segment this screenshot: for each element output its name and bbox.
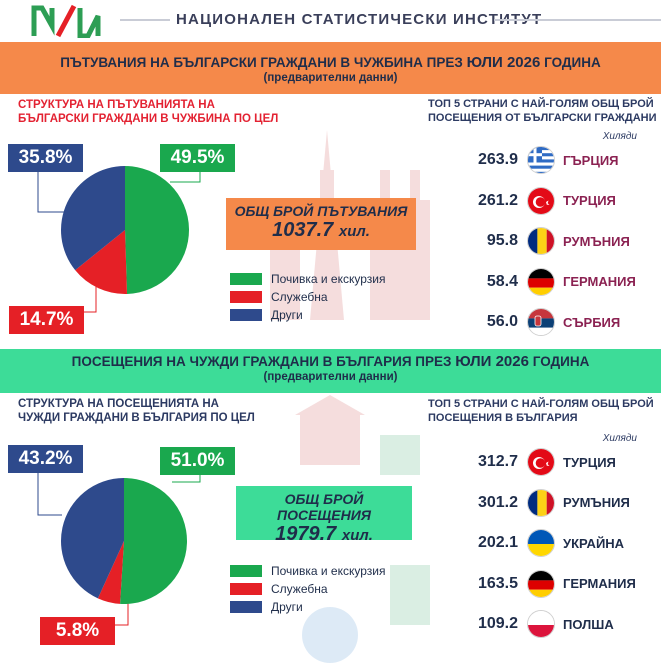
- pie-slice-other: [61, 166, 125, 271]
- pie-slice-business: [75, 230, 128, 294]
- country-row: 163.5 ГЕРМАНИЯ: [466, 564, 636, 605]
- section2-banner-title: ПОСЕЩЕНИЯ НА ЧУЖДИ ГРАЖДАНИ В БЪЛГАРИЯ П…: [71, 353, 590, 370]
- legend-item-rest: Почивка и екскурзия: [230, 562, 385, 580]
- ukraine-flag-icon: [527, 529, 555, 558]
- org-name: НАЦИОНАЛЕН СТАТИСТИЧЕСКИ ИНСТИТУТ: [176, 11, 543, 28]
- legend-item-business: Служебна: [230, 580, 385, 598]
- section2-units: Хиляди: [602, 433, 637, 444]
- bulgaria-landmarks-illustration: [295, 395, 430, 663]
- section2-total-value: 1979.7 хил.: [275, 523, 373, 545]
- legend-item-rest: Почивка и екскурзия: [230, 270, 385, 288]
- poland-flag-icon: [527, 610, 555, 639]
- pie-slice-business: [97, 541, 124, 604]
- section1-pct-business: 14.7%: [9, 306, 84, 334]
- turkey-flag-icon: [527, 448, 555, 477]
- country-row: 95.8 РУМЪНИЯ: [466, 221, 636, 262]
- country-row: 263.9 ГЪРЦИЯ: [466, 140, 636, 181]
- section1-pie-chart: [61, 166, 189, 294]
- section2-country-list: 312.7 ТУРЦИЯ 301.2 РУМЪНИЯ 202.1 УКРАЙНА…: [466, 442, 636, 645]
- section2-legend: Почивка и екскурзия Служебна Други: [230, 562, 385, 616]
- section2-banner-subtitle: (предварителни данни): [263, 371, 398, 383]
- country-row: 261.2 ТУРЦИЯ: [466, 181, 636, 222]
- country-row: 312.7 ТУРЦИЯ: [466, 442, 636, 483]
- section2-pct-business: 5.8%: [40, 617, 115, 645]
- section1-right-title: ТОП 5 СТРАНИ С НАЙ-ГОЛЯМ ОБЩ БРОЙ ПОСЕЩЕ…: [428, 98, 657, 124]
- germany-flag-icon: [527, 267, 555, 296]
- legend-item-business: Служебна: [230, 288, 385, 306]
- nsi-logo: [28, 2, 108, 39]
- romania-flag-icon: [527, 227, 555, 256]
- country-row: 109.2 ПОЛША: [466, 604, 636, 645]
- section2-pct-other: 43.2%: [8, 445, 83, 473]
- country-row: 301.2 РУМЪНИЯ: [466, 483, 636, 524]
- section2-left-title: СТРУКТУРА НА ПОСЕЩЕНИЯТА НА ЧУЖДИ ГРАЖДА…: [18, 398, 255, 424]
- section1-total-box: ОБЩ БРОЙ ПЪТУВАНИЯ 1037.7 хил.: [226, 198, 416, 250]
- turkey-flag-icon: [527, 186, 555, 215]
- section2-pct-rest: 51.0%: [160, 447, 235, 475]
- romania-flag-icon: [527, 488, 555, 517]
- section1-left-title: СТРУКТУРА НА ПЪТУВАНИЯТА НА БЪЛГАРСКИ ГР…: [18, 99, 279, 125]
- section1-pct-other: 35.8%: [8, 144, 83, 172]
- country-row: 58.4 ГЕРМАНИЯ: [466, 262, 636, 303]
- country-row: 56.0 СЪРБИЯ: [466, 302, 636, 343]
- header: НАЦИОНАЛЕН СТАТИСТИЧЕСКИ ИНСТИТУТ: [0, 0, 661, 40]
- pie-slice-other: [60, 478, 124, 599]
- section1-pct-rest: 49.5%: [160, 144, 235, 172]
- pie-slice-rest: [120, 478, 188, 604]
- pie-slice-rest: [125, 166, 189, 294]
- germany-flag-icon: [527, 569, 555, 598]
- section2-banner: ПОСЕЩЕНИЯ НА ЧУЖДИ ГРАЖДАНИ В БЪЛГАРИЯ П…: [0, 349, 661, 393]
- header-divider-left: [120, 19, 170, 21]
- section1-total-label: ОБЩ БРОЙ ПЪТУВАНИЯ: [234, 203, 408, 219]
- section1-country-list: 263.9 ГЪРЦИЯ 261.2 ТУРЦИЯ 95.8 РУМЪНИЯ 5…: [466, 140, 636, 343]
- section2-pie-chart: [60, 478, 188, 604]
- section2-total-label: ОБЩ БРОЙ ПОСЕЩЕНИЯ: [277, 491, 371, 523]
- section1-banner-title: ПЪТУВАНИЯ НА БЪЛГАРСКИ ГРАЖДАНИ В ЧУЖБИН…: [60, 54, 601, 71]
- serbia-flag-icon: [527, 308, 555, 337]
- section1-banner-subtitle: (предварителни данни): [263, 72, 398, 84]
- section2-right-title: ТОП 5 СТРАНИ С НАЙ-ГОЛЯМ ОБЩ БРОЙ ПОСЕЩЕ…: [428, 398, 654, 424]
- greece-flag-icon: [527, 146, 555, 175]
- legend-item-other: Други: [230, 306, 385, 324]
- legend-item-other: Други: [230, 598, 385, 616]
- section1-legend: Почивка и екскурзия Служебна Други: [230, 270, 385, 324]
- country-row: 202.1 УКРАЙНА: [466, 523, 636, 564]
- section1-banner: ПЪТУВАНИЯ НА БЪЛГАРСКИ ГРАЖДАНИ В ЧУЖБИН…: [0, 42, 661, 94]
- section1-units: Хиляди: [602, 131, 637, 142]
- header-divider-right: [494, 19, 661, 21]
- section2-total-box: ОБЩ БРОЙ ПОСЕЩЕНИЯ 1979.7 хил.: [236, 486, 412, 545]
- section1-total-value: 1037.7 хил.: [272, 219, 370, 241]
